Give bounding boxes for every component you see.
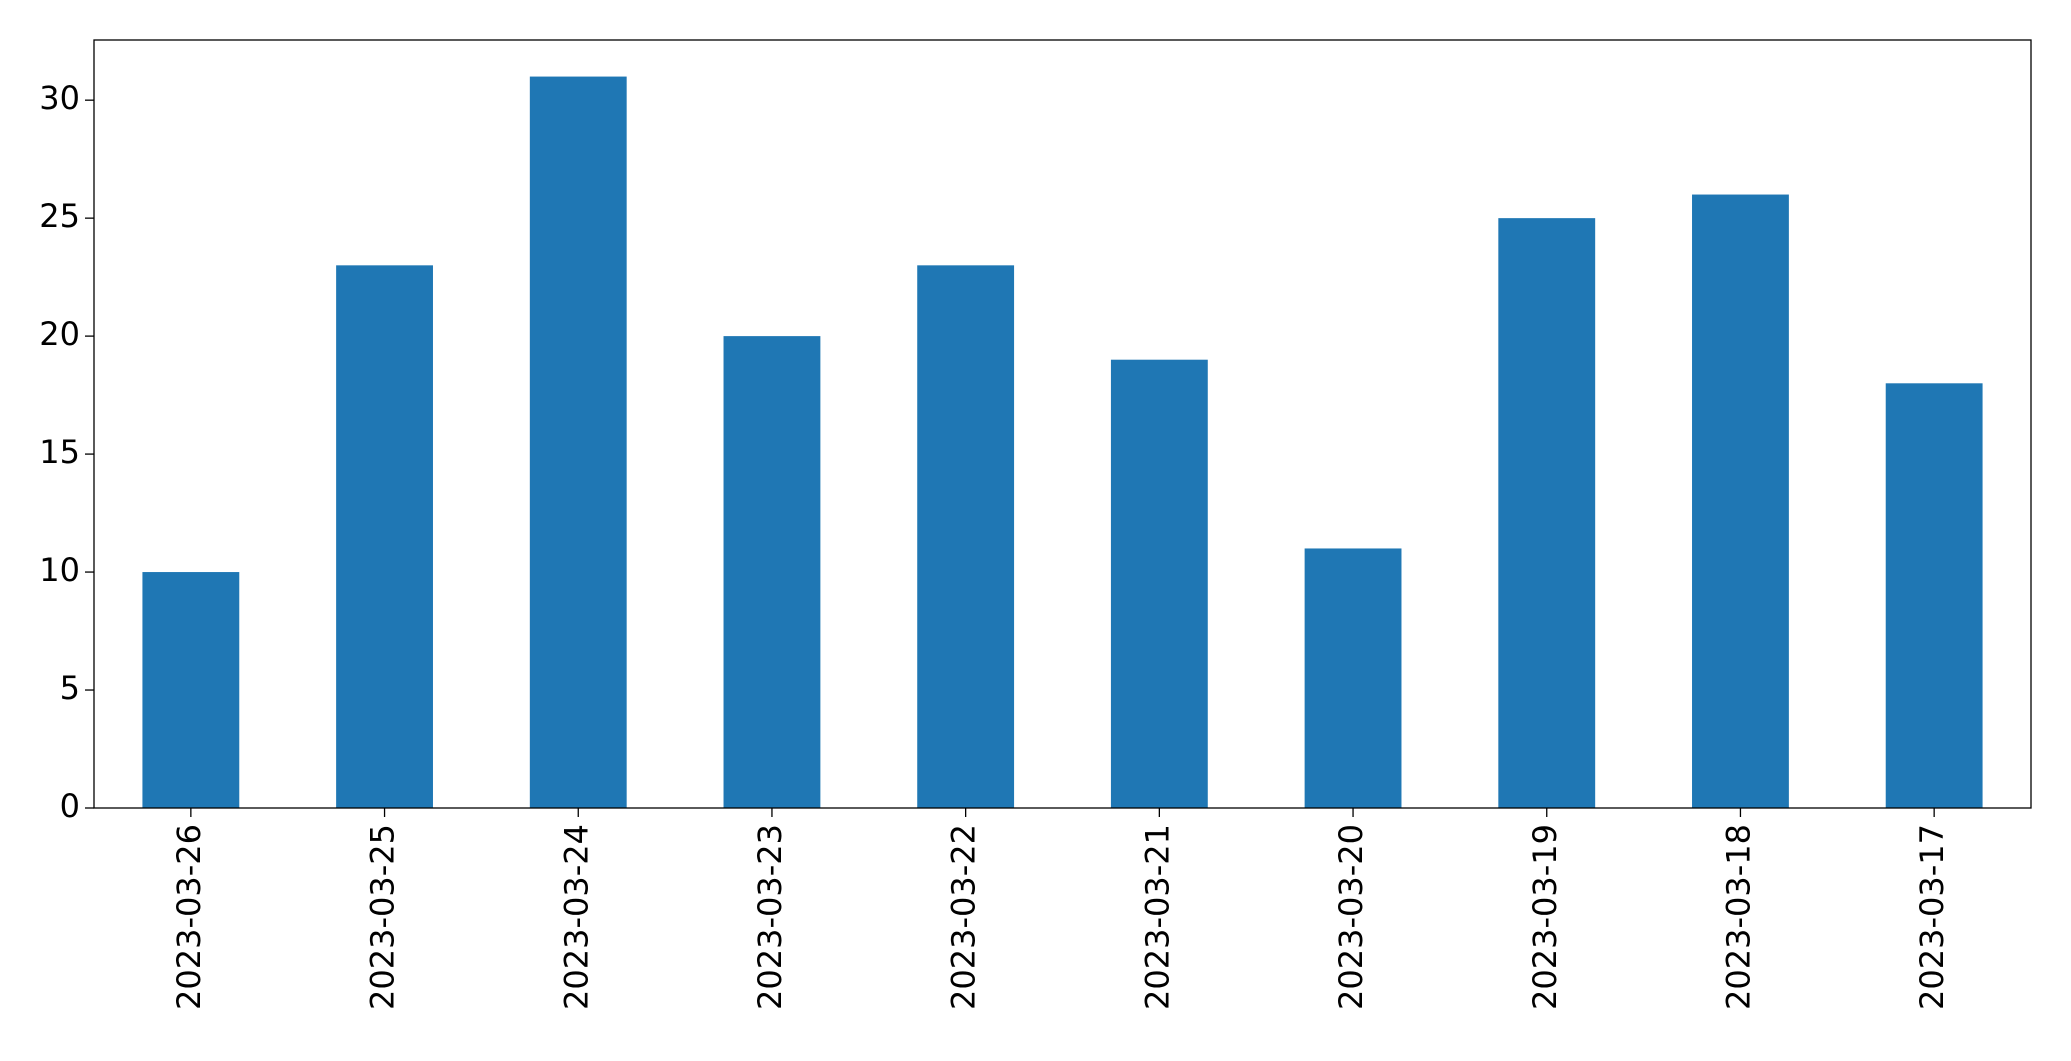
- x-tick-label: 2023-03-22: [945, 824, 983, 1010]
- x-tick-label: 2023-03-26: [170, 824, 208, 1010]
- x-tick-label: 2023-03-23: [751, 824, 789, 1010]
- x-tick-label: 2023-03-17: [1913, 824, 1951, 1010]
- x-tick-label: 2023-03-19: [1526, 824, 1564, 1010]
- bar: [917, 265, 1015, 809]
- x-tick-label: 2023-03-18: [1719, 824, 1757, 1010]
- y-tick-label: 0: [60, 787, 80, 825]
- bar: [1110, 359, 1208, 808]
- y-tick-label: 30: [39, 79, 80, 117]
- bar: [1304, 548, 1402, 808]
- y-tick-label: 25: [39, 197, 80, 235]
- y-tick-label: 5: [60, 669, 80, 707]
- x-tick-label: 2023-03-20: [1332, 824, 1370, 1010]
- bar: [1885, 383, 1983, 808]
- x-tick-label: 2023-03-25: [364, 824, 402, 1010]
- x-tick-label: 2023-03-24: [557, 824, 595, 1010]
- y-tick-label: 20: [39, 315, 80, 353]
- y-tick-label: 10: [39, 551, 80, 589]
- plot-frame: [93, 39, 2032, 809]
- bar: [142, 572, 240, 808]
- bar: [336, 265, 433, 809]
- x-tick-label: 2023-03-21: [1138, 824, 1176, 1010]
- bar: [1498, 218, 1596, 808]
- y-tick-label: 15: [39, 433, 80, 471]
- bar: [1692, 194, 1789, 809]
- bar: [723, 336, 821, 808]
- bar: [529, 76, 627, 809]
